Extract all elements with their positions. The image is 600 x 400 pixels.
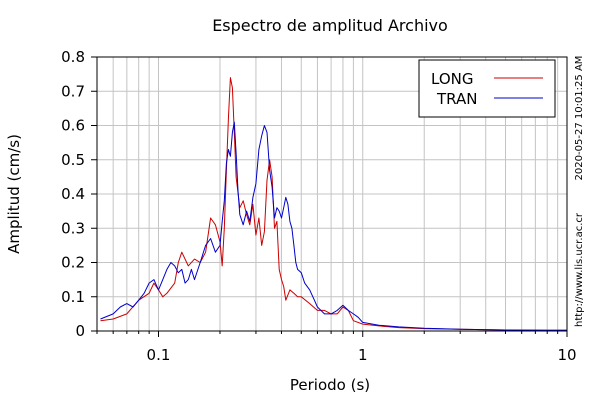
x-tick-label: 0.1 [147,346,171,364]
chart-title: Espectro de amplitud Archivo [212,16,448,35]
legend-label-long: LONG [431,70,473,88]
series-lines [100,77,567,331]
y-tick-label: 0.8 [61,48,85,66]
y-tick-label: 0.6 [61,117,85,135]
x-axis-label: Periodo (s) [290,376,370,394]
legend-label-tran: TRAN [436,90,477,108]
y-axis-label: Amplitud (cm/s) [5,134,23,254]
y-tick-label: 0.1 [61,288,85,306]
y-tick-label: 0.2 [61,254,85,272]
x-tick-label: 10 [557,346,576,364]
y-tick-label: 0.4 [61,185,85,203]
y-tick-label: 0.3 [61,219,85,237]
axis-tick-labels: 0 0.1 0.2 0.3 0.4 0.5 0.6 0.7 0.8 0.1 1 10 [61,48,576,364]
y-tick-label: 0.5 [61,151,85,169]
source-url-text: http://www.lis.ucr.ac.cr [574,212,585,327]
series-line-tran [100,121,567,331]
axis-ticks [91,56,568,337]
timestamp-text: 2020-05-27 10:01:25 AM [574,56,585,181]
legend: LONG TRAN [418,59,556,118]
y-tick-label: 0.7 [61,82,85,100]
legend-box [418,59,556,118]
y-tick-label: 0 [75,322,85,340]
x-tick-label: 1 [358,346,368,364]
series-line-long [100,77,567,331]
